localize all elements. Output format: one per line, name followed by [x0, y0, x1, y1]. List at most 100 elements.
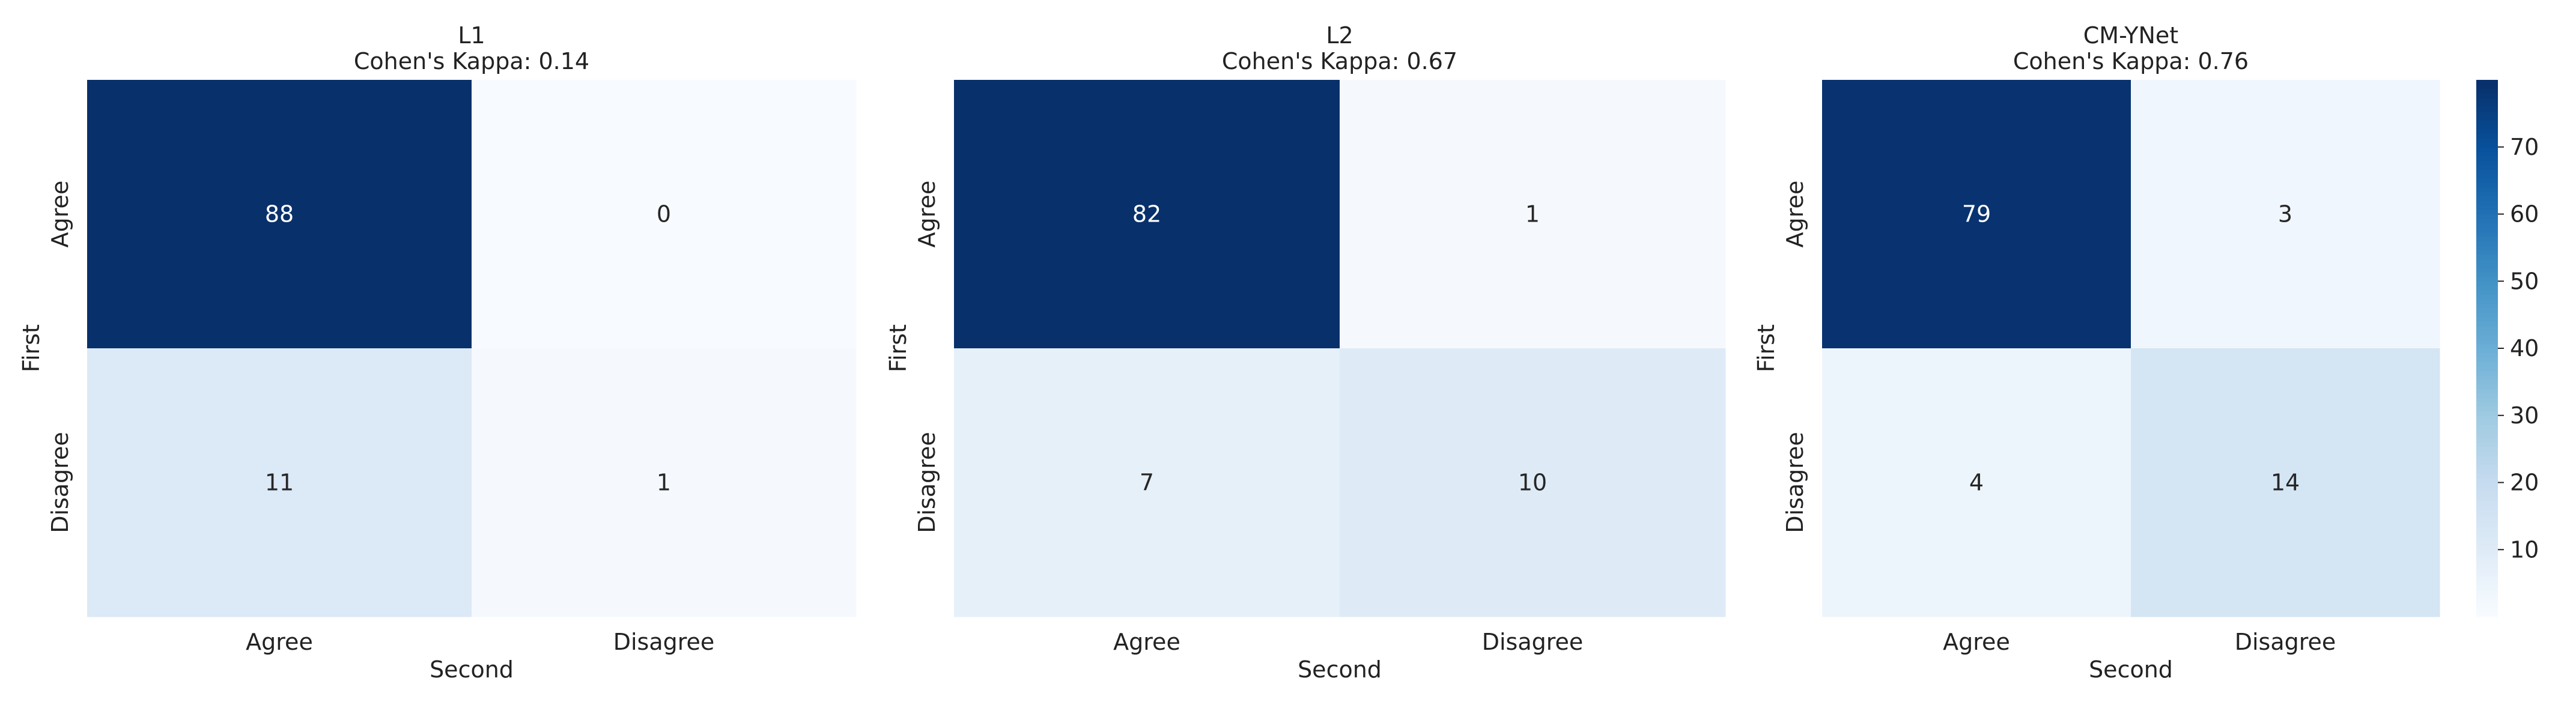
colorbar-segment — [2476, 451, 2498, 456]
colorbar-segment — [2476, 290, 2498, 295]
y-tick-label: Disagree — [914, 432, 940, 533]
colorbar-segment — [2476, 576, 2498, 581]
colorbar-segment — [2476, 397, 2498, 402]
colorbar-segment — [2476, 183, 2498, 188]
colorbar-segment — [2476, 133, 2498, 139]
colorbar-segment — [2476, 299, 2498, 304]
colorbar-segment — [2476, 267, 2498, 273]
cell-value-label: 7 — [1140, 470, 1154, 496]
colorbar-segment — [2476, 138, 2498, 143]
colorbar-segment — [2476, 210, 2498, 215]
colorbar-segment — [2476, 187, 2498, 192]
colorbar-segment — [2476, 218, 2498, 223]
cell-value-label: 1 — [1525, 201, 1540, 228]
heatmap-cell-0-1-0 — [87, 348, 472, 617]
colorbar-segment — [2476, 513, 2498, 519]
colorbar-segment — [2476, 563, 2498, 568]
colorbar-segment — [2476, 339, 2498, 345]
heatmap-cell-1-1-1 — [1340, 348, 1726, 617]
heatmap-cell-0-0-1 — [472, 80, 857, 349]
colorbar-segment — [2476, 429, 2498, 434]
colorbar-segment — [2476, 227, 2498, 232]
y-axis-label: First — [1753, 324, 1779, 372]
x-axis-label: Second — [1298, 656, 1382, 683]
colorbar-segment — [2476, 420, 2498, 425]
colorbar-segment — [2476, 518, 2498, 524]
cell-value-label: 11 — [265, 470, 294, 496]
cell-value-label: 1 — [657, 470, 671, 496]
cell-value-label: 3 — [2278, 201, 2292, 228]
colorbar-segment — [2476, 250, 2498, 255]
colorbar-segment — [2476, 460, 2498, 465]
colorbar-segment — [2476, 214, 2498, 219]
colorbar-segment — [2476, 558, 2498, 564]
colorbar-segment — [2476, 527, 2498, 533]
colorbar-segment — [2476, 438, 2498, 443]
colorbar-tick-label: 20 — [2510, 470, 2539, 496]
colorbar-segment — [2476, 147, 2498, 152]
colorbar-segment — [2476, 504, 2498, 510]
colorbar-segment — [2476, 478, 2498, 483]
colorbar-segment — [2476, 464, 2498, 470]
x-tick-label: Disagree — [1482, 629, 1584, 655]
x-tick-label: Agree — [246, 629, 313, 655]
colorbar-segment — [2476, 236, 2498, 241]
colorbar-segment — [2476, 567, 2498, 573]
cell-value-label: 4 — [1969, 470, 1984, 496]
colorbar-segment — [2476, 115, 2498, 121]
colorbar-segment — [2476, 608, 2498, 613]
colorbar-segment — [2476, 343, 2498, 349]
colorbar-segment — [2476, 88, 2498, 94]
colorbar-segment — [2476, 612, 2498, 617]
chart-title: L2 — [1326, 22, 1353, 49]
chart-title: L1 — [458, 22, 485, 49]
colorbar-segment — [2476, 549, 2498, 555]
y-tick-label: Disagree — [1782, 432, 1808, 533]
colorbar-segment — [2476, 585, 2498, 590]
colorbar-segment — [2476, 192, 2498, 197]
colorbar-segment — [2476, 272, 2498, 277]
heatmap-cell-0-1-1 — [472, 348, 857, 617]
colorbar-segment — [2476, 312, 2498, 318]
colorbar-segment — [2476, 495, 2498, 501]
colorbar-segment — [2476, 581, 2498, 586]
colorbar-segment — [2476, 366, 2498, 371]
heatmap-cell-2-0-1 — [2131, 80, 2440, 349]
heatmap-cell-2-0-0 — [1822, 80, 2131, 349]
cell-value-label: 0 — [657, 201, 671, 228]
colorbar-segment — [2476, 362, 2498, 367]
y-axis-label: First — [18, 324, 44, 372]
colorbar-segment — [2476, 169, 2498, 175]
colorbar-segment — [2476, 120, 2498, 126]
colorbar-segment — [2476, 603, 2498, 608]
colorbar-segment — [2476, 500, 2498, 506]
colorbar-segment — [2476, 111, 2498, 116]
colorbar-segment — [2476, 536, 2498, 541]
colorbar-segment — [2476, 129, 2498, 134]
heatmap-cell-2-1-1 — [2131, 348, 2440, 617]
colorbar-segment — [2476, 102, 2498, 107]
colorbar-tick-label: 60 — [2510, 201, 2539, 228]
colorbar-segment — [2476, 124, 2498, 130]
colorbar-segment — [2476, 406, 2498, 411]
colorbar-segment — [2476, 402, 2498, 407]
colorbar-segment — [2476, 97, 2498, 103]
cell-value-label: 79 — [1962, 201, 1991, 228]
colorbar-segment — [2476, 232, 2498, 237]
colorbar-segment — [2476, 446, 2498, 452]
colorbar-tick-label: 50 — [2510, 268, 2539, 294]
colorbar-segment — [2476, 160, 2498, 166]
colorbar-segment — [2476, 411, 2498, 416]
colorbar-segment — [2476, 263, 2498, 268]
colorbar-segment — [2476, 178, 2498, 183]
colorbar-tick-label: 10 — [2510, 536, 2539, 563]
colorbar-segment — [2476, 348, 2498, 354]
colorbar-segment — [2476, 375, 2498, 380]
colorbar-segment — [2476, 352, 2498, 358]
heatmap-cell-1-0-1 — [1340, 80, 1726, 349]
x-tick-label: Agree — [1113, 629, 1180, 655]
colorbar-segment — [2476, 599, 2498, 604]
colorbar-segment — [2476, 151, 2498, 157]
colorbar-segment — [2476, 84, 2498, 89]
